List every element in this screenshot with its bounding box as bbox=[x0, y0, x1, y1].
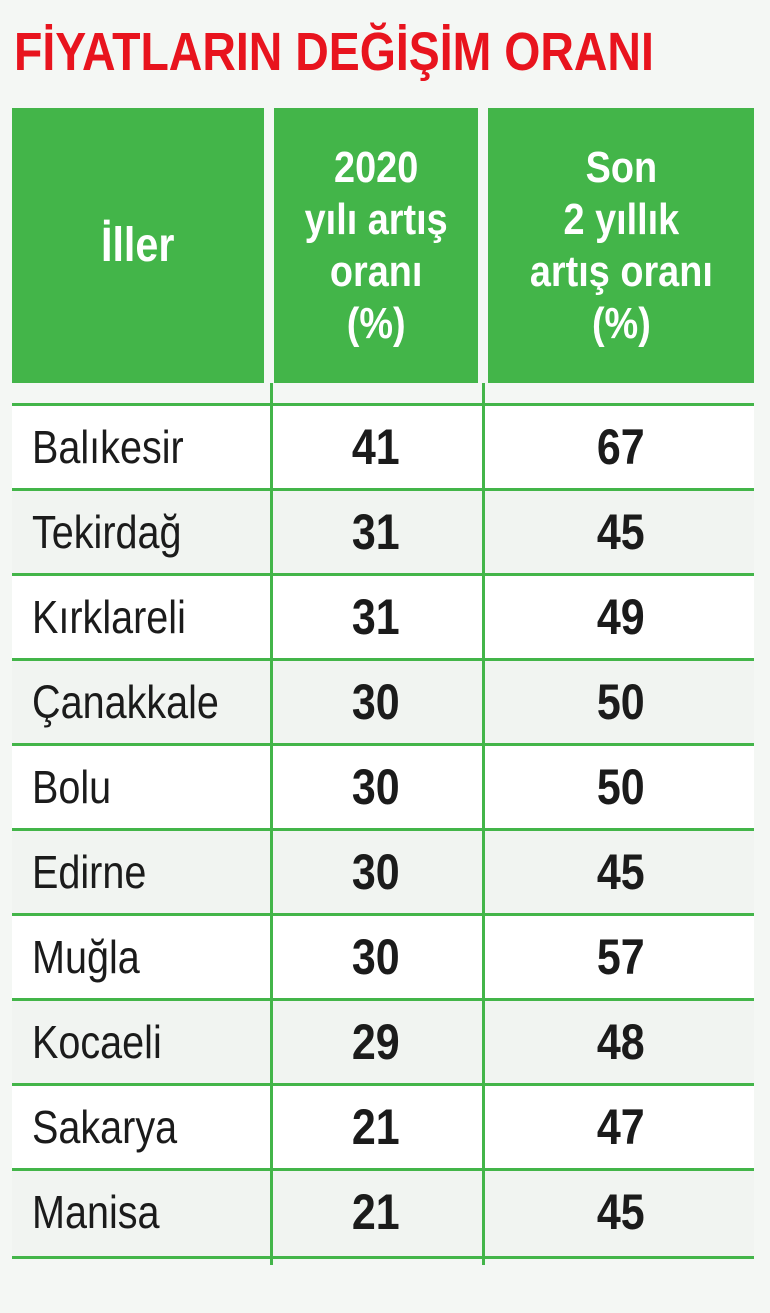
province-name-cell: Çanakkale bbox=[32, 661, 272, 743]
increase-2020-value-cell: 30 bbox=[274, 831, 478, 913]
increase-2-year-value: 67 bbox=[597, 419, 645, 475]
province-name-cell: Kocaeli bbox=[32, 1001, 272, 1083]
increase-2020-value-cell: 29 bbox=[274, 1001, 478, 1083]
increase-2-year-value-cell: 50 bbox=[488, 746, 754, 828]
province-name: Sakarya bbox=[32, 1101, 178, 1153]
column-header-2-year-increase: Son 2 yıllık artış oranı (%) bbox=[488, 108, 754, 383]
increase-2020-value: 31 bbox=[352, 504, 400, 560]
increase-2020-value: 30 bbox=[352, 929, 400, 985]
province-name: Bolu bbox=[32, 761, 112, 813]
column-header-2020-increase: 2020 yılı artış oranı (%) bbox=[274, 108, 478, 383]
increase-2-year-value: 57 bbox=[597, 929, 645, 985]
increase-2-year-value-cell: 47 bbox=[488, 1086, 754, 1168]
increase-2020-value: 30 bbox=[352, 674, 400, 730]
province-name-cell: Balıkesir bbox=[32, 406, 272, 488]
table-row: Kocaeli 29 48 bbox=[12, 998, 754, 1083]
increase-2-year-value: 45 bbox=[597, 844, 645, 900]
increase-2020-value: 21 bbox=[352, 1184, 400, 1240]
table-row: Balıkesir 41 67 bbox=[12, 403, 754, 488]
increase-2020-value: 21 bbox=[352, 1099, 400, 1155]
province-name-cell: Tekirdağ bbox=[32, 491, 272, 573]
price-change-table: İller 2020 yılı artış oranı (%) Son 2 yı… bbox=[12, 108, 754, 1265]
increase-2020-value-cell: 31 bbox=[274, 491, 478, 573]
province-name-cell: Edirne bbox=[32, 831, 272, 913]
table-row: Kırklareli 31 49 bbox=[12, 573, 754, 658]
province-name: Balıkesir bbox=[32, 421, 184, 473]
increase-2-year-value-cell: 45 bbox=[488, 491, 754, 573]
increase-2020-value-cell: 30 bbox=[274, 746, 478, 828]
increase-2-year-value-cell: 50 bbox=[488, 661, 754, 743]
increase-2-year-value: 49 bbox=[597, 589, 645, 645]
increase-2020-value-cell: 21 bbox=[274, 1171, 478, 1253]
increase-2-year-value-cell: 45 bbox=[488, 831, 754, 913]
increase-2-year-value: 45 bbox=[597, 1184, 645, 1240]
table-row: Sakarya 21 47 bbox=[12, 1083, 754, 1168]
increase-2020-value-cell: 30 bbox=[274, 661, 478, 743]
column-header-iller: İller bbox=[12, 108, 264, 383]
province-name: Manisa bbox=[32, 1186, 160, 1238]
increase-2020-value: 30 bbox=[352, 844, 400, 900]
province-name-cell: Sakarya bbox=[32, 1086, 272, 1168]
table-row: Manisa 21 45 bbox=[12, 1168, 754, 1259]
table-body: Balıkesir 41 67 Tekirdağ 31 45 Kırklareli 31 49 Ç… bbox=[12, 403, 754, 1259]
increase-2-year-value-cell: 57 bbox=[488, 916, 754, 998]
table-row: Edirne 30 45 bbox=[12, 828, 754, 913]
table-row: Çanakkale 30 50 bbox=[12, 658, 754, 743]
header-gap bbox=[12, 383, 754, 403]
table-row: Bolu 30 50 bbox=[12, 743, 754, 828]
province-name-cell: Muğla bbox=[32, 916, 272, 998]
increase-2020-value-cell: 21 bbox=[274, 1086, 478, 1168]
increase-2-year-value: 50 bbox=[597, 759, 645, 815]
increase-2020-value: 31 bbox=[352, 589, 400, 645]
province-name: Kocaeli bbox=[32, 1016, 162, 1068]
column-divider bbox=[482, 383, 485, 1265]
increase-2-year-value-cell: 67 bbox=[488, 406, 754, 488]
increase-2020-value-cell: 31 bbox=[274, 576, 478, 658]
province-name: Edirne bbox=[32, 846, 147, 898]
province-name-cell: Manisa bbox=[32, 1171, 272, 1253]
increase-2-year-value: 45 bbox=[597, 504, 645, 560]
province-name: Tekirdağ bbox=[32, 506, 182, 558]
chart-title: FİYATLARIN DEĞİŞİM ORANI bbox=[14, 22, 654, 82]
increase-2020-value: 41 bbox=[352, 419, 400, 475]
column-header-iller-label: İller bbox=[101, 218, 175, 272]
province-name: Muğla bbox=[32, 931, 140, 983]
increase-2-year-value-cell: 48 bbox=[488, 1001, 754, 1083]
table-row: Tekirdağ 31 45 bbox=[12, 488, 754, 573]
column-header-2020-increase-label: 2020 yılı artış oranı (%) bbox=[304, 142, 448, 348]
province-name-cell: Bolu bbox=[32, 746, 272, 828]
increase-2-year-value-cell: 45 bbox=[488, 1171, 754, 1253]
increase-2020-value-cell: 41 bbox=[274, 406, 478, 488]
column-divider bbox=[270, 383, 273, 1265]
province-name: Çanakkale bbox=[32, 676, 219, 728]
province-name: Kırklareli bbox=[32, 591, 186, 643]
column-header-2-year-increase-label: Son 2 yıllık artış oranı (%) bbox=[529, 142, 713, 348]
increase-2020-value: 29 bbox=[352, 1014, 400, 1070]
table-row: Muğla 30 57 bbox=[12, 913, 754, 998]
increase-2020-value-cell: 30 bbox=[274, 916, 478, 998]
increase-2-year-value-cell: 49 bbox=[488, 576, 754, 658]
province-name-cell: Kırklareli bbox=[32, 576, 272, 658]
increase-2-year-value: 48 bbox=[597, 1014, 645, 1070]
increase-2-year-value: 50 bbox=[597, 674, 645, 730]
increase-2020-value: 30 bbox=[352, 759, 400, 815]
increase-2-year-value: 47 bbox=[597, 1099, 645, 1155]
